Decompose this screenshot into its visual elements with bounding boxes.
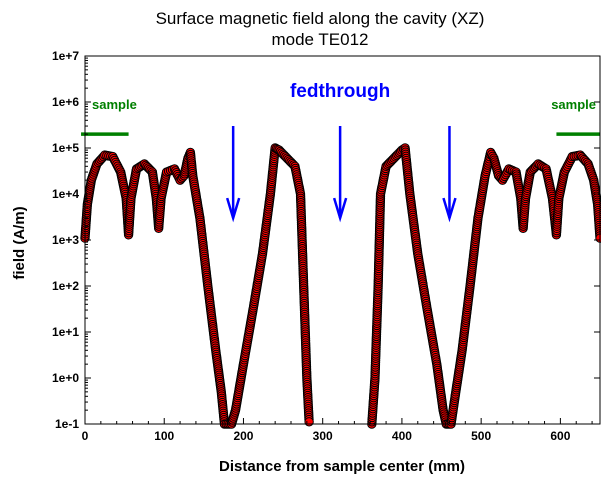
y-axis-ticks: 1e-1 1e+0 1e+1 1e+2 1e+3 1e+4 1e+5 1e+6 1e+7 [52,49,600,431]
y-tick-label: 1e-1 [55,417,79,431]
x-tick-label: 0 [82,429,89,443]
x-tick-label: 500 [471,429,491,443]
y-tick-label: 1e+6 [52,95,79,109]
x-tick-label: 100 [154,429,174,443]
x-axis-label: Distance from sample center (mm) [219,458,465,475]
y-tick-label: 1e+7 [52,49,79,63]
x-tick-label: 400 [392,429,412,443]
x-tick-label: 200 [233,429,253,443]
y-tick-label: 1e+3 [52,233,79,247]
x-tick-label: 300 [313,429,333,443]
y-tick-label: 1e+0 [52,371,79,385]
sample-left-label: sample [92,97,137,112]
y-tick-label: 1e+1 [52,325,79,339]
y-tick-label: 1e+2 [52,279,79,293]
x-axis-ticks: 0 100 200 300 400 500 600 [82,418,593,443]
data-point [304,417,314,427]
feedthrough-arrow-head [332,197,348,223]
chart-title: Surface magnetic field along the cavity … [156,9,485,28]
plot-frame [84,55,601,425]
feedthrough-label: fedthrough [290,81,390,102]
y-tick-label: 1e+4 [52,187,79,201]
annotations: fedthrough sample sample [81,81,600,223]
y-tick-label: 1e+5 [52,141,79,155]
y-axis-label: field (A/m) [11,206,28,279]
feedthrough-arrow-head [442,197,457,223]
sample-right-label: sample [551,97,596,112]
data-points [80,143,601,429]
x-tick-label: 600 [550,429,570,443]
chart-subtitle: mode TE012 [271,30,368,49]
feedthrough-arrow-head [225,197,241,223]
